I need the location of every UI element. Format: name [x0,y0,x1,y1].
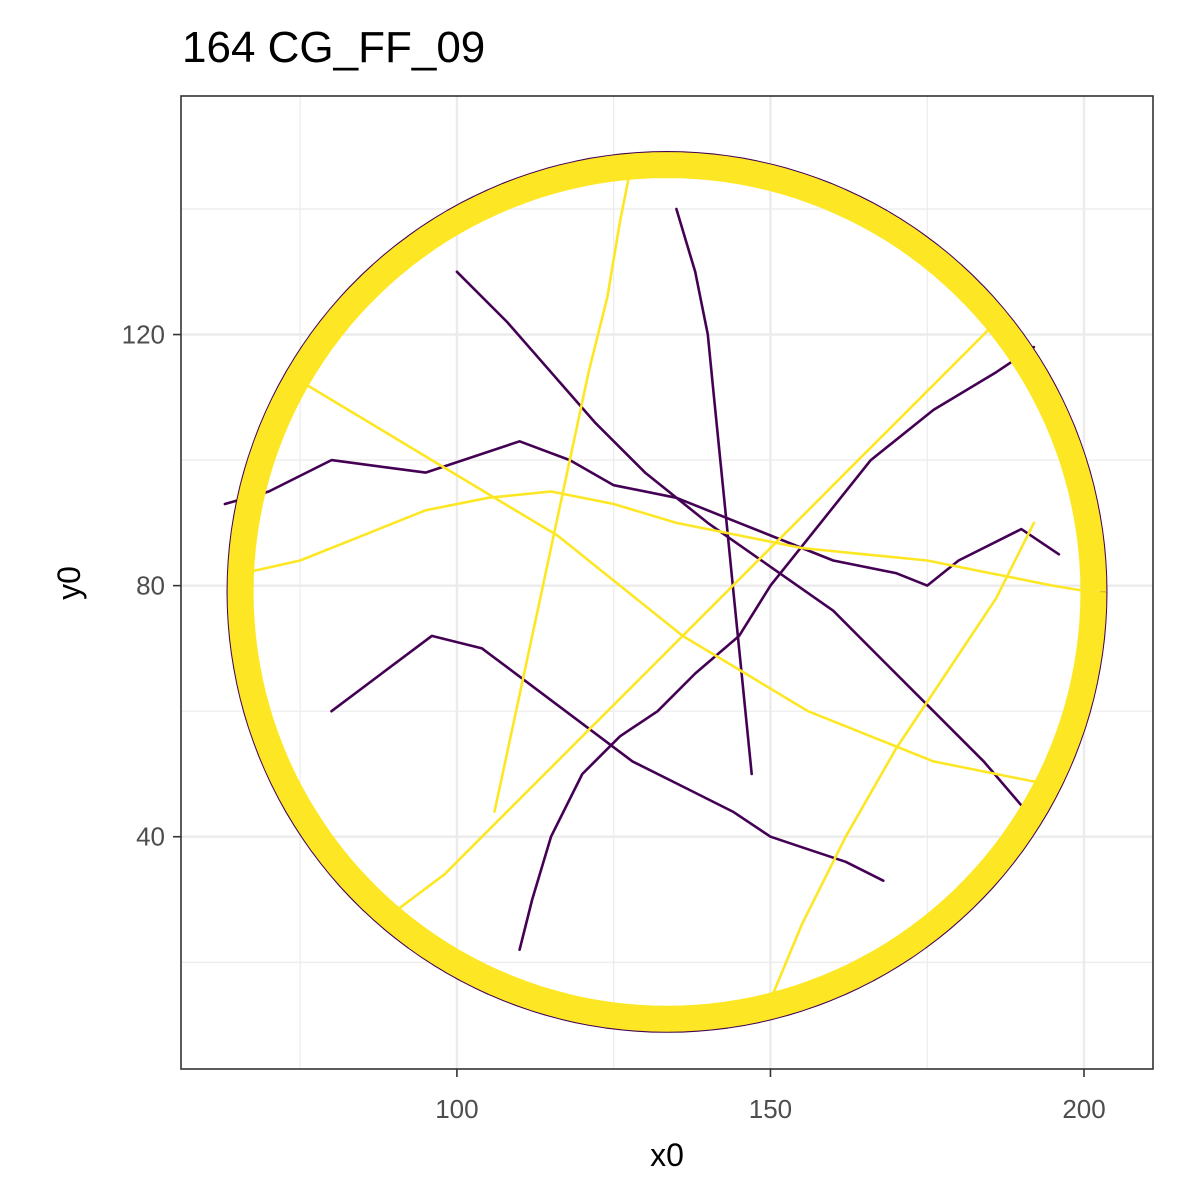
trajectory-path-2 [455,270,1023,807]
x-tick-label: 100 [435,1094,478,1124]
chart-title: 164 CG_FF_09 [182,23,485,72]
data-layer [223,151,1108,1033]
x-axis-title: x0 [650,1137,684,1173]
trajectory-path-10 [769,521,1036,1002]
trajectory-path-9 [305,383,1061,788]
y-tick-label: 80 [136,571,165,601]
plot-panel [181,96,1153,1069]
trajectory-path-5 [675,207,754,776]
arena-edge-track-yellow [227,152,1107,1032]
trajectory-path-8 [493,157,634,813]
trajectory-path-6 [242,490,1092,594]
y-tick-label: 40 [136,822,165,852]
panel-border [180,95,1154,1070]
trajectory-path-7 [392,320,998,914]
axis-ticks: 100 150 200 40 80 120 [122,320,1106,1124]
y-axis-title: y0 [51,566,87,600]
x-tick-label: 200 [1062,1094,1105,1124]
trajectory-path-4 [518,345,1036,952]
x-tick-label: 150 [749,1094,792,1124]
trajectory-path-3 [330,634,885,883]
y-tick-label: 120 [122,320,165,350]
